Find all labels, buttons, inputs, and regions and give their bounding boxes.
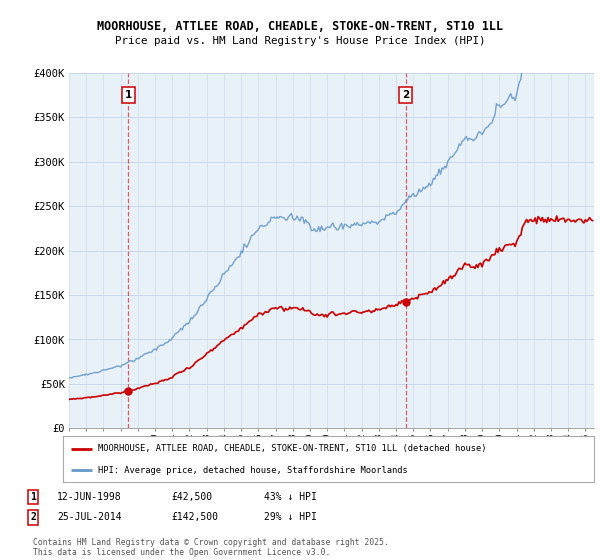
Text: 2: 2: [30, 512, 36, 522]
Text: HPI: Average price, detached house, Staffordshire Moorlands: HPI: Average price, detached house, Staf…: [98, 465, 407, 475]
Text: 43% ↓ HPI: 43% ↓ HPI: [264, 492, 317, 502]
Text: 12-JUN-1998: 12-JUN-1998: [57, 492, 122, 502]
Text: MOORHOUSE, ATTLEE ROAD, CHEADLE, STOKE-ON-TRENT, ST10 1LL (detached house): MOORHOUSE, ATTLEE ROAD, CHEADLE, STOKE-O…: [98, 444, 486, 453]
Text: 1: 1: [30, 492, 36, 502]
Text: £142,500: £142,500: [171, 512, 218, 522]
Text: Price paid vs. HM Land Registry's House Price Index (HPI): Price paid vs. HM Land Registry's House …: [115, 36, 485, 46]
Text: £42,500: £42,500: [171, 492, 212, 502]
Text: 29% ↓ HPI: 29% ↓ HPI: [264, 512, 317, 522]
Text: 1: 1: [125, 90, 132, 100]
Text: 25-JUL-2014: 25-JUL-2014: [57, 512, 122, 522]
Text: MOORHOUSE, ATTLEE ROAD, CHEADLE, STOKE-ON-TRENT, ST10 1LL: MOORHOUSE, ATTLEE ROAD, CHEADLE, STOKE-O…: [97, 20, 503, 32]
Text: Contains HM Land Registry data © Crown copyright and database right 2025.
This d: Contains HM Land Registry data © Crown c…: [33, 538, 389, 557]
Text: 2: 2: [402, 90, 409, 100]
